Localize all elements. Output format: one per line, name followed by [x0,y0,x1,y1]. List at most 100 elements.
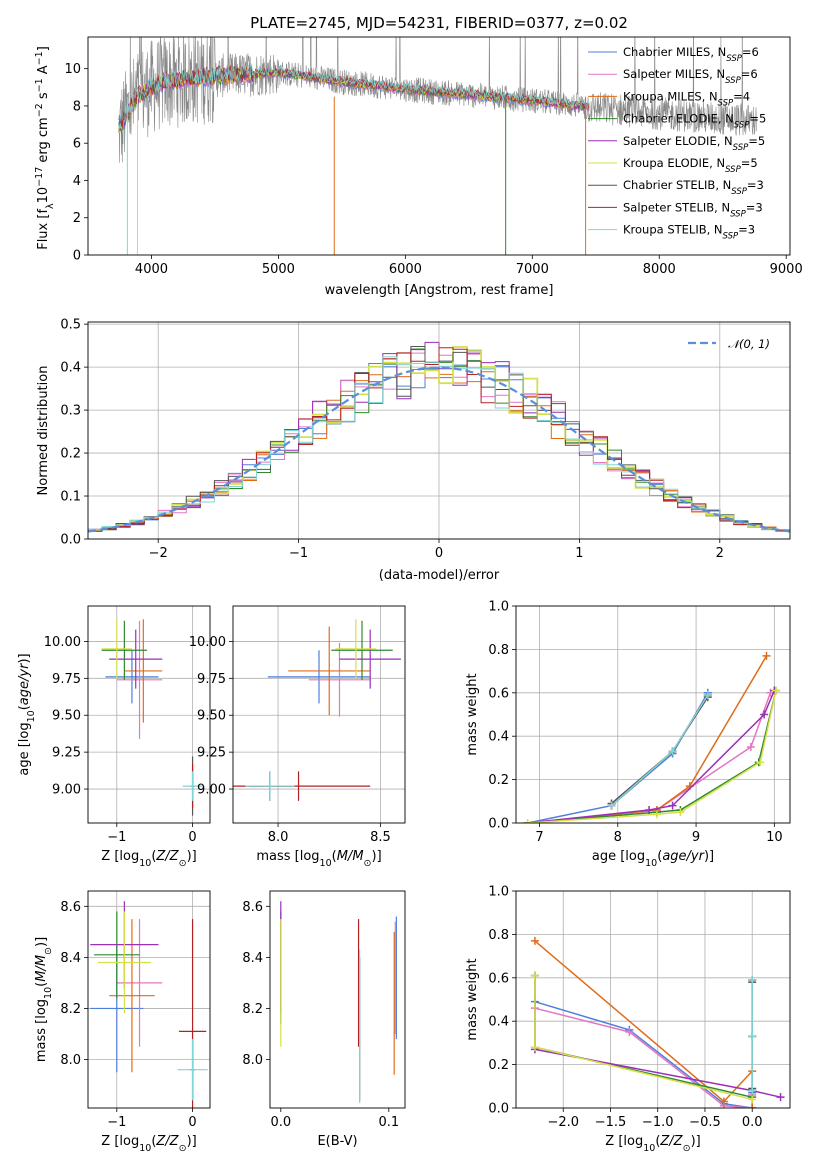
marker-kroupa-stelib [607,801,616,810]
label-part: Z [log [101,1134,139,1149]
y-axis-label: Flux [fλ10−17 erg cm−2 s−1 A−1] [34,46,56,250]
plot-area [101,619,203,816]
plot-area [118,37,757,255]
x-tick-label: 0.1 [378,1115,399,1130]
y-tick-label: 0.2 [60,447,81,462]
x-tick-label: 6000 [389,262,422,277]
series-kroupa-miles [534,940,753,1108]
x-tick-label: 1 [575,546,583,561]
label-part: A [36,65,51,78]
axes-frame [87,605,211,824]
label-part: −17 [34,167,45,187]
x-tick-label: −1 [107,830,126,845]
x-tick-label: 0 [188,1115,196,1130]
axes-frame [87,321,791,540]
marker-salpeter-miles [746,743,755,752]
label-part: ⊙ [683,1143,691,1154]
y-tick-label: 0.8 [488,928,509,943]
label-part: 10 [36,187,51,204]
y-tick-label: 9.25 [52,746,81,761]
label-part: mass [log [256,849,319,864]
axes-frame [87,36,791,256]
marker-kroupa-miles [762,651,771,660]
series-chabrier-elodie [534,975,753,1098]
x-tick-label: 5000 [262,262,295,277]
label-part: )] [34,937,49,947]
legend-label: Salpeter ELODIE, N [623,134,733,148]
legend-count: =6 [742,45,759,59]
x-tick-label: −2 [149,546,168,561]
legend-subscript: SSP [725,165,741,175]
y-tick-label: 10.00 [189,635,226,650]
series-kroupa-stelib [611,694,709,807]
series-kroupa-elodie [527,690,777,823]
y-tick-label: 9.75 [197,672,226,687]
x-axis-label: Z [log10(Z/Z⊙)] [101,1134,196,1154]
x-tick-label: 0.0 [270,1115,291,1130]
data-spectrum [118,37,757,163]
label-part: Z/Z [659,1134,683,1149]
legend-label: Chabrier MILES, N [623,45,726,59]
legend-subscript: SSP [731,187,747,197]
y-tick-label: 8.0 [60,1053,81,1068]
y-tick-label: 0.0 [488,817,509,832]
axes-frame [232,605,406,824]
legend-entry: 𝒩(0, 1) [728,337,770,351]
y-tick-label: 9.00 [197,783,226,798]
marker-kroupa-elodie [652,810,661,819]
marker-kroupa-elodie [771,686,780,695]
legend-subscript: SSP [725,76,741,86]
marker-kroupa-stelib [748,975,757,984]
marker-kroupa-elodie [748,1095,757,1104]
label-part: 10 [643,1143,655,1154]
label-part: 10 [43,987,54,999]
plot-area [523,651,780,823]
legend-entry: Salpeter MILES, NSSP=6 [623,67,758,86]
legend-label: Kroupa MILES, N [623,89,718,103]
axes-frame [515,605,791,824]
y-tick-label: 0.8 [488,643,509,658]
x-tick-label: 10 [766,830,783,845]
legend-count: =5 [741,156,758,170]
label-part: ( [332,849,337,864]
label-part: age/yr [662,849,705,864]
series-chabrier-elodie [527,690,777,823]
x-tick-label: 8.0 [268,830,289,845]
legend-label: Kroupa STELIB, N [623,223,723,237]
x-tick-label: 9 [692,830,700,845]
legend-count: =3 [747,178,764,192]
legend-count: =3 [738,223,755,237]
y-tick-label: 0.2 [488,773,509,788]
x-tick-label: −1 [289,546,308,561]
label-part: )] [187,1134,197,1149]
series-chabrier-stelib [611,696,709,805]
legend-count: =6 [741,67,758,81]
marker-salpeter-elodie [760,710,769,719]
y-tick-label: 8.4 [60,951,81,966]
x-axis-label: mass [log10(M/M⊙)] [256,849,381,869]
legend-label: Kroupa ELODIE, N [623,156,725,170]
y-tick-label: 0.4 [488,730,509,745]
axes-frame [269,890,406,1109]
y-axis-label: mass [log10(M/M⊙)] [34,937,54,1062]
x-axis-label: wavelength [Angstrom, rest frame] [325,283,554,298]
y-tick-label: 0.0 [488,1102,509,1117]
y-tick-label: 1.0 [488,885,509,900]
label-part: )] [187,849,197,864]
y-tick-label: 8.6 [242,900,263,915]
plot-area [88,341,790,533]
legend-count: =5 [748,134,765,148]
label-part: Z [log [101,849,139,864]
label-part: 10 [139,858,151,869]
legend-label: Salpeter MILES, N [623,67,725,81]
x-tick-label: 8.5 [370,830,391,845]
label-part: M/M [34,955,49,982]
label-part: s [36,92,51,103]
y-tick-label: 8 [73,99,81,114]
legend-entry: Chabrier MILES, NSSP=6 [623,45,759,64]
x-tick-label: 7000 [516,262,549,277]
y-tick-label: 0.3 [60,404,81,419]
legend-entry: Kroupa MILES, NSSP=4 [623,89,750,108]
marker-kroupa-elodie [523,819,532,823]
